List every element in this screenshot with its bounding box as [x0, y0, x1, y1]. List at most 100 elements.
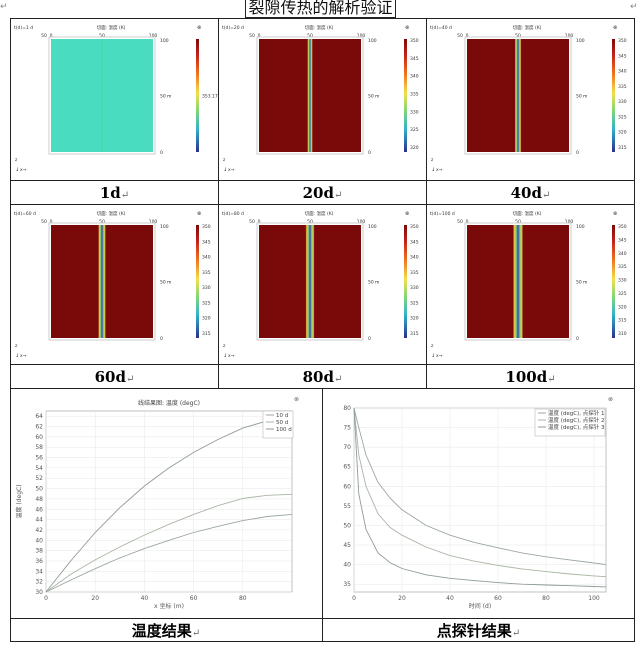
x-tick-label: 40: [141, 595, 149, 602]
colorbar-tick-label: 315: [410, 331, 419, 337]
y-tick-label: 70: [343, 444, 351, 451]
series-line: [45, 416, 293, 593]
axis-tick-label: 0: [50, 33, 53, 39]
axis-tick-label: 50: [307, 33, 313, 39]
axis-unit: m: [375, 281, 379, 286]
y-tick-label: 42: [35, 527, 43, 534]
series-line: [353, 407, 607, 578]
axis-tick-label: 100: [565, 33, 574, 39]
colorbar-tick-label: 320: [618, 130, 627, 136]
axis-tick-label: 100: [160, 38, 169, 44]
paragraph-mark: ↵: [541, 190, 551, 201]
axis-triad-label: x→: [436, 354, 443, 359]
model-frame: [48, 222, 156, 341]
y-tick-label: 50: [343, 522, 351, 529]
time-caption-text: 60d: [94, 368, 126, 386]
y-tick-label: 45: [343, 542, 351, 549]
y-tick-label: 60: [343, 483, 351, 490]
colorbar-tick-label: 345: [202, 239, 211, 245]
colorbar-tick-label: 340: [618, 69, 627, 75]
x-tick-label: 100: [588, 595, 600, 602]
axis-unit: m: [167, 95, 171, 100]
axis-tick-label: 50: [160, 280, 166, 286]
colorbar-tick-label: 330: [202, 285, 211, 291]
colorbar-tick-label: 340: [618, 251, 627, 257]
axis-tick-label: 100: [149, 219, 158, 225]
fracture-cooling-zone: [513, 225, 523, 338]
axis-triad-arrow: ↓: [223, 167, 227, 173]
simulation-panel: t(d)=20 d 切面: 温度 (K) ⊗ 50 0 50 100 100 50 0 m 350 34…: [219, 19, 426, 180]
axis-tick-label: 50: [41, 219, 47, 225]
axis-tick-label: 50: [41, 33, 47, 39]
colorbar-tick-label: 335: [618, 264, 627, 270]
time-label: t(d)=1 d: [14, 25, 33, 31]
colorbar-tick-label: 335: [410, 92, 419, 98]
axis-tick-label: 50: [99, 219, 105, 225]
y-tick-label: 38: [35, 548, 43, 555]
time-label: t(d)=80 d: [222, 211, 244, 217]
axis-tick-label: 50: [249, 33, 255, 39]
colorbar-tick-label: 325: [410, 127, 419, 133]
plot-area: [353, 407, 607, 593]
colorbar-tick-label: 350: [618, 38, 627, 44]
zoom-icon: ⊗: [197, 25, 201, 31]
legend-label: 温度 (degC), 点探针 2: [548, 416, 605, 424]
zoom-icon: ⊗: [197, 211, 201, 217]
time-caption-text: 80d: [302, 368, 334, 386]
colorbar-tick-label: 340: [410, 255, 419, 261]
y-tick-label: 54: [35, 465, 43, 472]
colorbar-tick-label: 350: [410, 224, 419, 230]
axis-tick-label: 0: [466, 219, 469, 225]
zoom-icon: ⊗: [608, 396, 613, 403]
axis-tick-label: 0: [258, 219, 261, 225]
plot-title: 切面: 温度 (K): [97, 210, 126, 217]
axis-triad-label: x→: [20, 168, 27, 173]
axis-triad-label: z: [15, 158, 18, 163]
probe-results-caption: 点探针结果↵: [436, 622, 521, 640]
model-frame: [464, 36, 572, 155]
axis-tick-label: 100: [576, 224, 585, 230]
time-caption-text: 1d: [99, 184, 121, 202]
y-tick-label: 40: [343, 562, 351, 569]
series-line: [353, 407, 607, 588]
y-tick-label: 50: [35, 486, 43, 493]
probe-line-chart: 35 40 45 50 55 60 65 70 75 80 0 20 40 60 80 100 时间 (d) 温度…: [343, 396, 613, 610]
time-caption: 80d↵: [219, 368, 426, 391]
time-caption: 60d↵: [11, 368, 218, 391]
axis-tick-label: 50: [368, 94, 374, 100]
x-axis-label: 时间 (d): [469, 602, 491, 610]
colorbar-tick-label: 320: [618, 304, 627, 310]
colorbar: [196, 225, 199, 338]
axis-tick-label: 100: [357, 33, 366, 39]
time-caption: 100d↵: [427, 368, 634, 391]
axis-tick-label: 0: [466, 33, 469, 39]
axis-unit: m: [583, 281, 587, 286]
axis-tick-label: 100: [149, 33, 158, 39]
paragraph-mark: ↵: [547, 374, 556, 385]
axis-tick-label: 50: [99, 33, 105, 39]
simulation-panel: t(d)=1 d 切面: 温度 (K) ⊗ 50 0 50 100 100 50 0 m 353.17…: [11, 19, 218, 180]
y-tick-label: 44: [35, 517, 43, 524]
x-tick-label: 20: [398, 595, 406, 602]
paragraph-mark: ↵: [333, 190, 343, 201]
fracture-cooling-zone: [98, 225, 106, 338]
table-rule: [218, 18, 219, 389]
colorbar-tick-label: 325: [410, 300, 419, 306]
axis-triad-arrow: ↓: [431, 353, 435, 359]
zoom-icon: ⊗: [294, 396, 299, 403]
simulation-panel: t(d)=60 d 切面: 温度 (K) ⊗ 50 0 50 100 100 50 0 m 350 34…: [11, 205, 218, 364]
colorbar-tick-label: 315: [618, 145, 627, 151]
axis-tick-label: 0: [576, 150, 579, 156]
axis-tick-label: 50: [457, 33, 463, 39]
temperature-results-caption: 温度结果↵: [131, 622, 201, 640]
temperature-line-chart: 30 32 34 36 38 40 42 44 46 48 50 52 54 56 58 60 62 64 0 20 4…: [15, 396, 299, 610]
simulation-panel: t(d)=100 d 切面: 温度 (K) ⊗ 50 0 50 100 100 50 0 m 350 3…: [427, 205, 634, 364]
axis-triad-label: z: [223, 158, 226, 163]
document-title-text: 裂隙传热的解析验证: [245, 0, 396, 18]
colorbar-tick-label: 325: [202, 300, 211, 306]
table-rule: [10, 204, 635, 205]
colorbar: [612, 39, 615, 152]
axis-tick-label: 0: [368, 336, 371, 342]
colorbar-tick-label: 320: [202, 316, 211, 322]
